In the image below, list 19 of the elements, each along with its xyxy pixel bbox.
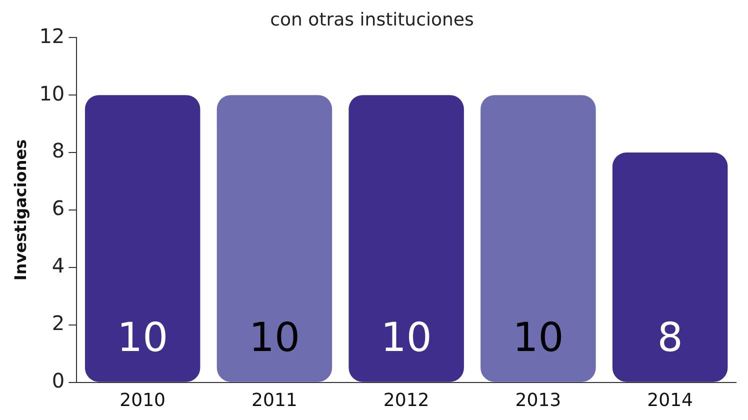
data-label: 10 (380, 314, 432, 361)
y-tick-label: 10 (39, 81, 65, 106)
y-axis-title: Investigaciones (10, 139, 30, 281)
x-tick-label: 2011 (252, 390, 298, 411)
x-tick-label: 2013 (515, 390, 562, 411)
y-tick-label: 12 (39, 24, 65, 48)
data-label: 10 (249, 314, 300, 361)
x-tick-label: 2014 (647, 390, 693, 411)
y-tick-label: 4 (52, 254, 65, 278)
x-tick-label: 2012 (383, 390, 430, 411)
y-tick-label: 2 (52, 311, 65, 336)
y-tick-label: 6 (52, 196, 65, 220)
x-tick-label: 2010 (120, 390, 166, 411)
y-tick-label: 0 (52, 368, 65, 393)
y-tick-label: 8 (52, 138, 65, 163)
data-label: 10 (512, 314, 564, 361)
data-label: 10 (117, 314, 168, 361)
chart-title: con otras instituciones (270, 9, 474, 30)
data-label: 8 (657, 314, 683, 361)
